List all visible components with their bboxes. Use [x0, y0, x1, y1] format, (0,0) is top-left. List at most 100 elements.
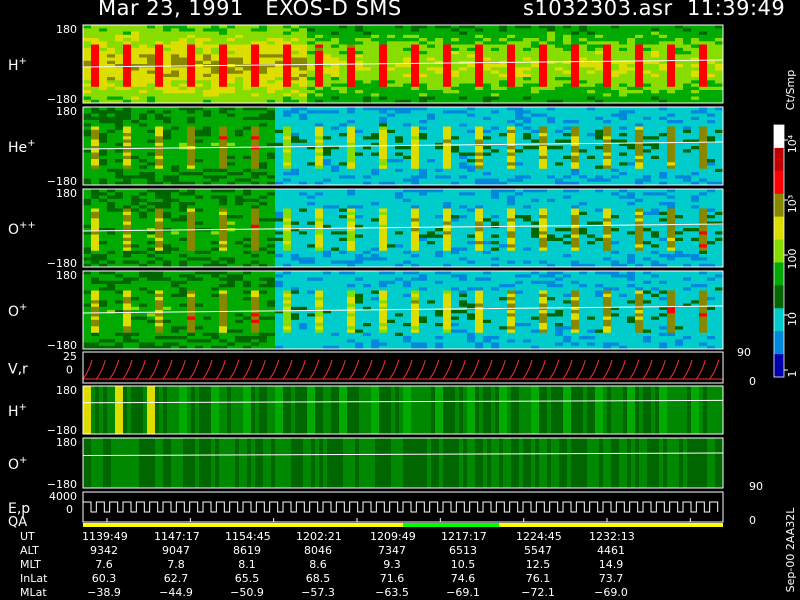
ytick-top: 180 [56, 384, 77, 397]
velocity-mark [695, 359, 706, 380]
panel-frame [82, 437, 724, 489]
ephem-cell: 60.3 [91, 572, 117, 585]
ephem-cell: −38.9 [87, 586, 121, 599]
ephem-cell: 9342 [90, 544, 118, 557]
velocity-mark [175, 359, 186, 380]
ephem-cell: 1232:13 [589, 530, 635, 543]
velocity-mark [549, 359, 560, 380]
velocity-mark [82, 359, 93, 380]
panel-frame [82, 351, 724, 384]
ephem-row-label: MLat [20, 586, 47, 599]
velocity-mark [255, 359, 266, 380]
velocity-mark [602, 359, 613, 380]
ephem-cell: 8.6 [309, 558, 327, 571]
panel-frame [82, 188, 724, 268]
velocity-mark [295, 359, 306, 380]
ephem-cell: 73.7 [598, 572, 624, 585]
velocity-mark [629, 359, 640, 380]
energy-step-trace [82, 501, 719, 513]
colorbar-tick-label: 100 [786, 249, 799, 270]
ephem-cell: 1217:17 [441, 530, 487, 543]
panel-label: V,r [8, 362, 28, 378]
panel-frame [82, 106, 724, 186]
ytick-top: 4000 [49, 490, 77, 503]
velocity-mark [482, 359, 493, 380]
ytick-bottom: −180 [47, 478, 77, 491]
velocity-mark [135, 359, 146, 380]
trace-line [82, 305, 724, 314]
colorbar-cell [774, 170, 784, 195]
ephem-row-label: UT [20, 530, 35, 543]
ephem-cell: −63.5 [375, 586, 409, 599]
panel-frame [82, 270, 724, 350]
ephem-cell: 76.1 [525, 572, 551, 585]
colorbar-tick-label: 10 [786, 312, 799, 326]
ephem-cell: 7.6 [95, 558, 113, 571]
ephem-row-label: ALT [20, 544, 39, 557]
file-info: s1032303.asr 11:39:49 [523, 0, 786, 20]
ephem-cell: 7.8 [167, 558, 185, 571]
colorbar-cell [774, 331, 784, 355]
ephem-cell: 8046 [304, 544, 332, 557]
ephem-cell: 8619 [233, 544, 261, 557]
colorbar-unit: Ct/Smp [784, 70, 797, 110]
trace-line [82, 223, 724, 232]
velocity-mark [335, 359, 346, 380]
panel-label: He+ [8, 138, 36, 156]
panel-frame [82, 24, 724, 104]
ephem-cell: 14.9 [598, 558, 624, 571]
panel-vr [83, 352, 723, 383]
velocity-mark [149, 359, 160, 380]
velocity-mark [442, 359, 453, 380]
right-tick-top: 90 [737, 346, 751, 359]
ephem-cell: −72.1 [521, 586, 555, 599]
colorbar-cell [774, 216, 784, 241]
ephem-cell: −44.9 [159, 586, 193, 599]
velocity-mark [535, 359, 546, 380]
ytick-top: 180 [56, 187, 77, 200]
trace-line [82, 399, 724, 404]
ephem-row-alt: ALT 9342 9047 8619 8046 7347 6513 5547 4461 [0, 544, 740, 558]
colorbar-cell [774, 239, 784, 263]
ephem-row-ut: UT 1139:49 1147:17 1154:45 1202:21 1209:49 121… [0, 530, 740, 544]
velocity-mark [362, 359, 373, 380]
velocity-mark [122, 359, 133, 380]
velocity-mark [642, 359, 653, 380]
colorbar-tick-label: 10⁴ [786, 134, 799, 153]
velocity-mark [202, 359, 213, 380]
velocity-mark [349, 359, 360, 380]
colorbar-frame [773, 124, 785, 378]
ephem-cell: 1224:45 [516, 530, 562, 543]
velocity-mark [375, 359, 386, 380]
velocity-mark [109, 359, 120, 380]
right-tick-bottom: 0 [749, 375, 756, 388]
ephem-cell: 7347 [378, 544, 406, 557]
ytick-bottom: −180 [47, 93, 77, 106]
ephem-cell: 68.5 [305, 572, 331, 585]
ytick-mid: 0 [66, 503, 73, 516]
ytick-bottom: −180 [47, 257, 77, 270]
ephem-cell: 9047 [162, 544, 190, 557]
side-version-text: Sep-00 2AA32L [784, 507, 797, 593]
panel-label-qa: QA [8, 515, 27, 530]
ytick-top: 180 [56, 105, 77, 118]
velocity-mark [575, 359, 586, 380]
velocity-mark [95, 359, 106, 380]
ytick-top: 180 [56, 269, 77, 282]
velocity-mark [669, 359, 680, 380]
ephem-row-label: InLat [20, 572, 48, 585]
colorbar-cell [774, 354, 784, 378]
panel-label: O+ [8, 455, 27, 473]
ytick-top: 180 [56, 23, 77, 36]
panel-frame [82, 385, 724, 435]
colorbar-cell [774, 193, 784, 218]
velocity-mark [322, 359, 333, 380]
panel-label: H+ [8, 402, 27, 420]
ytick-bottom: −180 [47, 424, 77, 437]
ephem-cell: 1154:45 [225, 530, 271, 543]
qa-bar-yellow-2 [499, 523, 723, 527]
velocity-mark [269, 359, 280, 380]
trace-line [82, 452, 724, 456]
colorbar-cell [774, 147, 784, 172]
